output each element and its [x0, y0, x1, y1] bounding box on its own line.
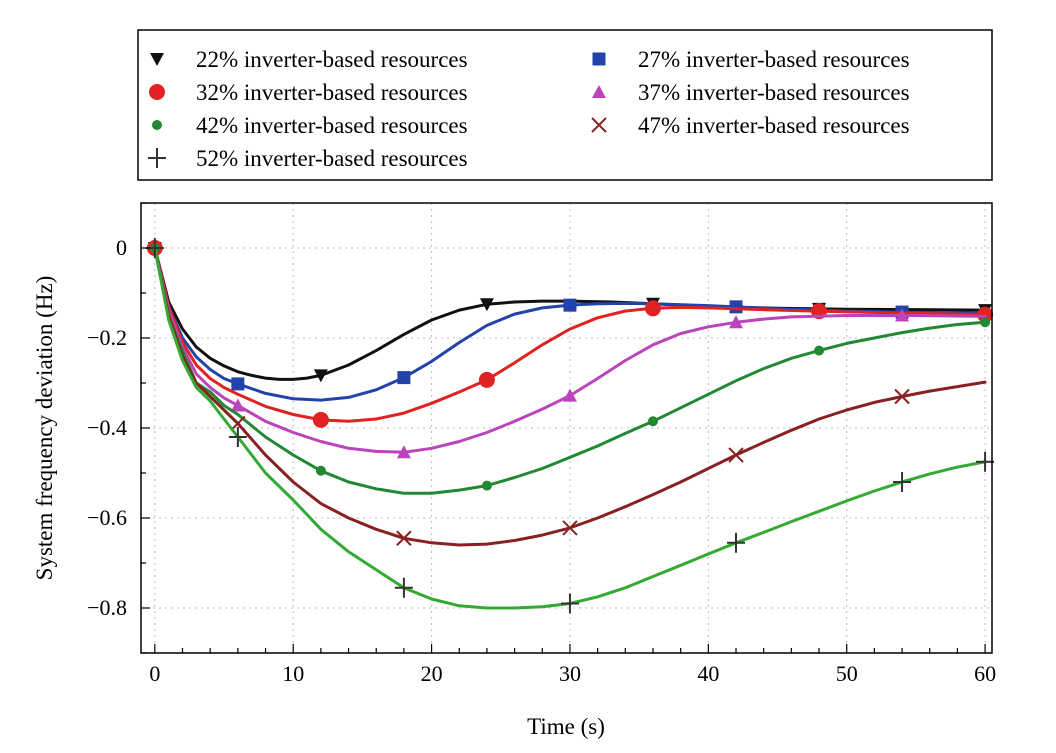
series-7 — [145, 238, 995, 614]
legend-box — [137, 29, 993, 181]
x-tick-label: 60 — [974, 661, 996, 686]
legend-entry-3: 32% inverter-based resources — [149, 80, 468, 105]
y-tick-label: −0.8 — [87, 595, 127, 620]
data-point — [729, 315, 744, 329]
series-line — [153, 246, 987, 423]
x-tick-label: 30 — [559, 661, 581, 686]
data-point — [397, 371, 411, 385]
series-line — [153, 246, 987, 495]
data-point — [893, 472, 912, 492]
series-4 — [153, 246, 987, 459]
x-tick-label: 0 — [149, 661, 160, 686]
data-point — [976, 451, 995, 472]
data-point — [894, 388, 910, 405]
series-line — [153, 246, 987, 454]
x-tick-label: 40 — [697, 661, 719, 686]
data-point — [562, 388, 577, 402]
y-tick-label: −0.2 — [87, 325, 127, 350]
data-point — [977, 306, 994, 323]
legend-entry-5: 42% inverter-based resources — [152, 113, 468, 138]
data-point — [647, 416, 658, 427]
legend-label: 37% inverter-based resources — [638, 80, 910, 105]
data-point — [481, 480, 492, 491]
data-point — [563, 298, 577, 312]
data-point — [313, 369, 328, 383]
x-axis-title: Time (s) — [527, 714, 605, 739]
data-point — [644, 300, 661, 317]
series-line — [153, 246, 987, 402]
data-point — [231, 377, 245, 391]
series-layer — [145, 238, 995, 614]
legend-marker — [150, 53, 164, 66]
data-point — [814, 345, 825, 356]
legend-entry-1: 22% inverter-based resources — [150, 47, 468, 72]
data-point — [312, 411, 329, 428]
data-point — [479, 298, 494, 312]
data-point — [727, 532, 746, 553]
y-tick-label: −0.4 — [87, 415, 127, 440]
data-point — [394, 577, 413, 598]
legend-marker — [149, 84, 165, 100]
series-3 — [146, 240, 994, 428]
legend-marker — [152, 120, 162, 130]
grid — [141, 203, 992, 653]
legend-marker — [592, 52, 606, 66]
y-axis-title: System frequency deviation (Hz) — [32, 276, 57, 581]
legend-entry-6: 47% inverter-based resources — [591, 113, 910, 138]
legend-label: 32% inverter-based resources — [196, 80, 468, 105]
data-point — [315, 465, 326, 476]
y-tick-label: 0 — [116, 235, 127, 260]
data-point — [230, 398, 245, 412]
data-point — [560, 593, 579, 614]
data-point — [728, 447, 744, 463]
legend-entry-7: 52% inverter-based resources — [148, 146, 468, 171]
series-6 — [153, 246, 987, 547]
series-line — [153, 246, 987, 610]
legend-label: 22% inverter-based resources — [196, 47, 468, 72]
legend-label: 27% inverter-based resources — [638, 47, 910, 72]
data-point — [562, 520, 578, 536]
plot-area — [140, 202, 995, 654]
legend-label: 47% inverter-based resources — [638, 113, 910, 138]
legend-entry-4: 37% inverter-based resources — [592, 80, 910, 105]
legend: 22% inverter-based resources 32% inverter… — [137, 29, 993, 181]
series-2 — [153, 246, 987, 402]
legend-marker — [591, 117, 607, 133]
data-point — [729, 300, 743, 314]
x-tick-label: 50 — [836, 661, 858, 686]
legend-marker — [148, 148, 166, 168]
data-point — [396, 530, 412, 546]
legend-label: 52% inverter-based resources — [196, 146, 468, 171]
data-point — [228, 427, 247, 447]
x-tick-label: 10 — [282, 661, 304, 686]
data-point — [478, 371, 495, 388]
data-point — [980, 317, 991, 328]
data-point — [396, 445, 411, 459]
y-tick-label: −0.6 — [87, 505, 127, 530]
data-point — [895, 308, 910, 322]
legend-entry-2: 27% inverter-based resources — [592, 47, 910, 72]
data-point — [230, 415, 246, 432]
axes: 0 10 20 30 40 50 60 0 −0.2 −0.4 −0.6 −0.8 — [87, 202, 996, 686]
legend-label: 42% inverter-based resources — [196, 113, 468, 138]
legend-marker — [592, 85, 606, 98]
x-tick-label: 20 — [421, 661, 443, 686]
